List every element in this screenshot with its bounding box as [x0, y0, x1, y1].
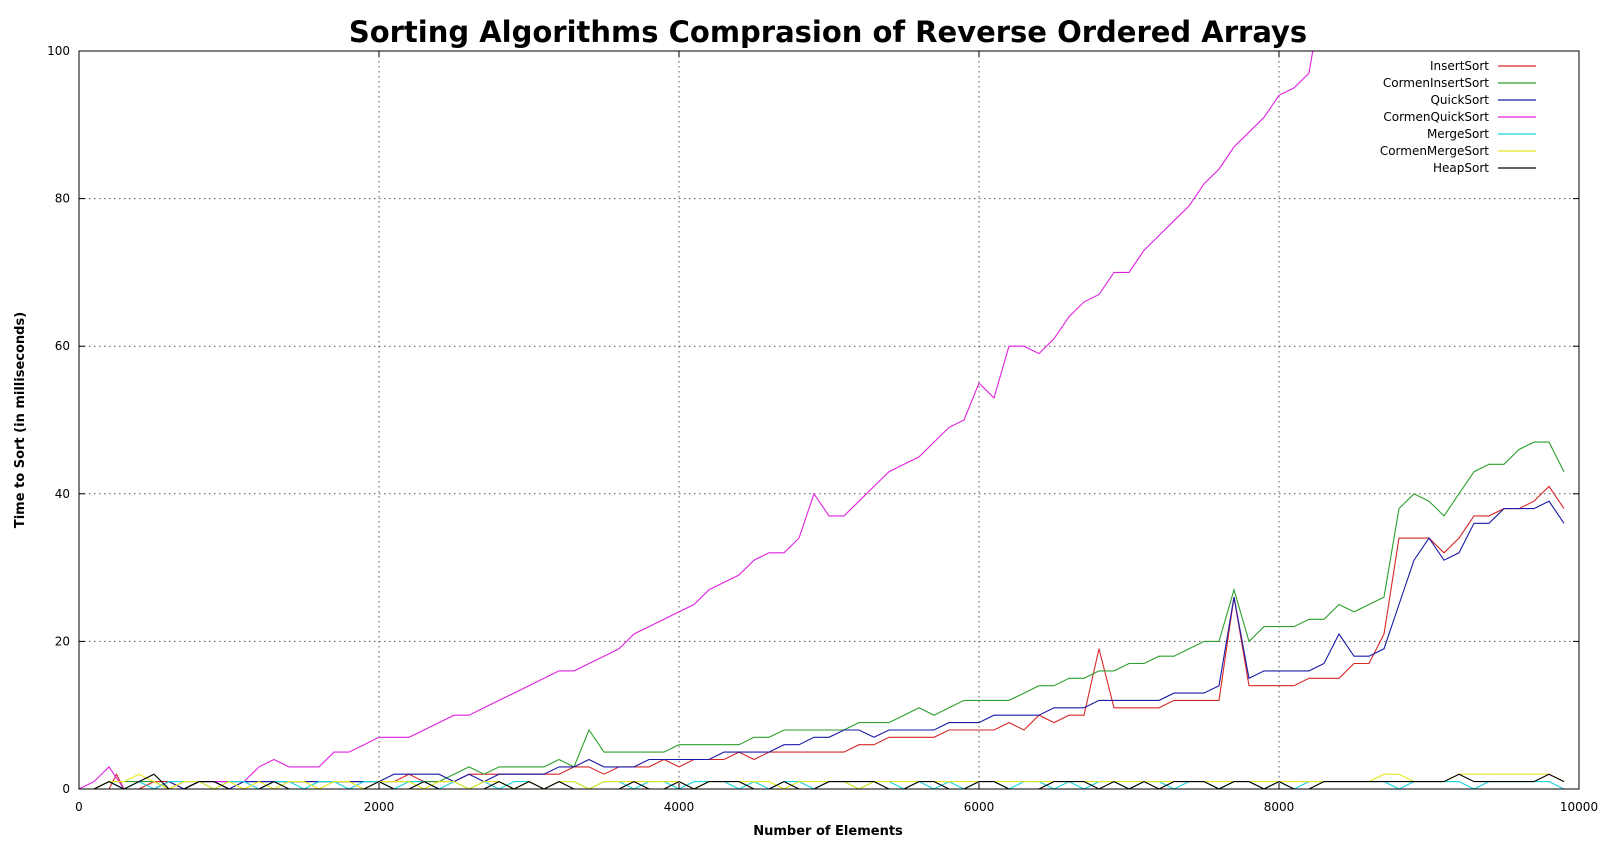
y-tick-label: 0 [62, 782, 70, 796]
series-line-cormenquicksort [79, 51, 1314, 789]
legend-label-heapsort: HeapSort [1433, 161, 1489, 175]
legend-label-insertsort: InsertSort [1430, 59, 1489, 73]
legend: InsertSort CormenInsertSort QuickSort Corme… [1380, 59, 1536, 175]
series-line-cormenmergesort [79, 773, 1565, 789]
x-tick-label: 2000 [364, 800, 395, 814]
x-tick-label: 8000 [1264, 800, 1295, 814]
plot-frame [78, 50, 1580, 790]
series-clip-group [79, 51, 1565, 789]
x-tick-label: 10000 [1560, 800, 1598, 814]
x-tick-label: 0 [75, 800, 83, 814]
y-tick-label: 100 [47, 44, 70, 58]
legend-label-cormenquicksort: CormenQuickSort [1383, 110, 1489, 124]
y-tick-label: 40 [55, 487, 70, 501]
x-tick-label: 6000 [964, 800, 995, 814]
tick-layer: 0 2000 4000 6000 8000 10000 0 20 40 60 80 100 [47, 44, 1598, 814]
legend-label-cormenmergesort: CormenMergeSort [1380, 144, 1489, 158]
series-layer [79, 51, 1565, 789]
y-tick-label: 20 [55, 634, 70, 648]
chart-title: Sorting Algorithms Comprasion of Reverse… [349, 15, 1307, 49]
series-line-quicksort [79, 500, 1565, 789]
x-axis-label: Number of Elements [753, 824, 903, 839]
x-tick-label: 4000 [664, 800, 695, 814]
grid-layer [79, 51, 1579, 789]
series-line-heapsort [79, 773, 1565, 789]
y-axis-label: Time to Sort (in milliseconds) [13, 312, 28, 528]
legend-label-cormeninsertsort: CormenInsertSort [1383, 76, 1489, 90]
y-tick-label: 80 [55, 192, 70, 206]
y-tick-label: 60 [55, 339, 70, 353]
legend-label-quicksort: QuickSort [1430, 93, 1489, 107]
legend-label-mergesort: MergeSort [1427, 127, 1489, 141]
